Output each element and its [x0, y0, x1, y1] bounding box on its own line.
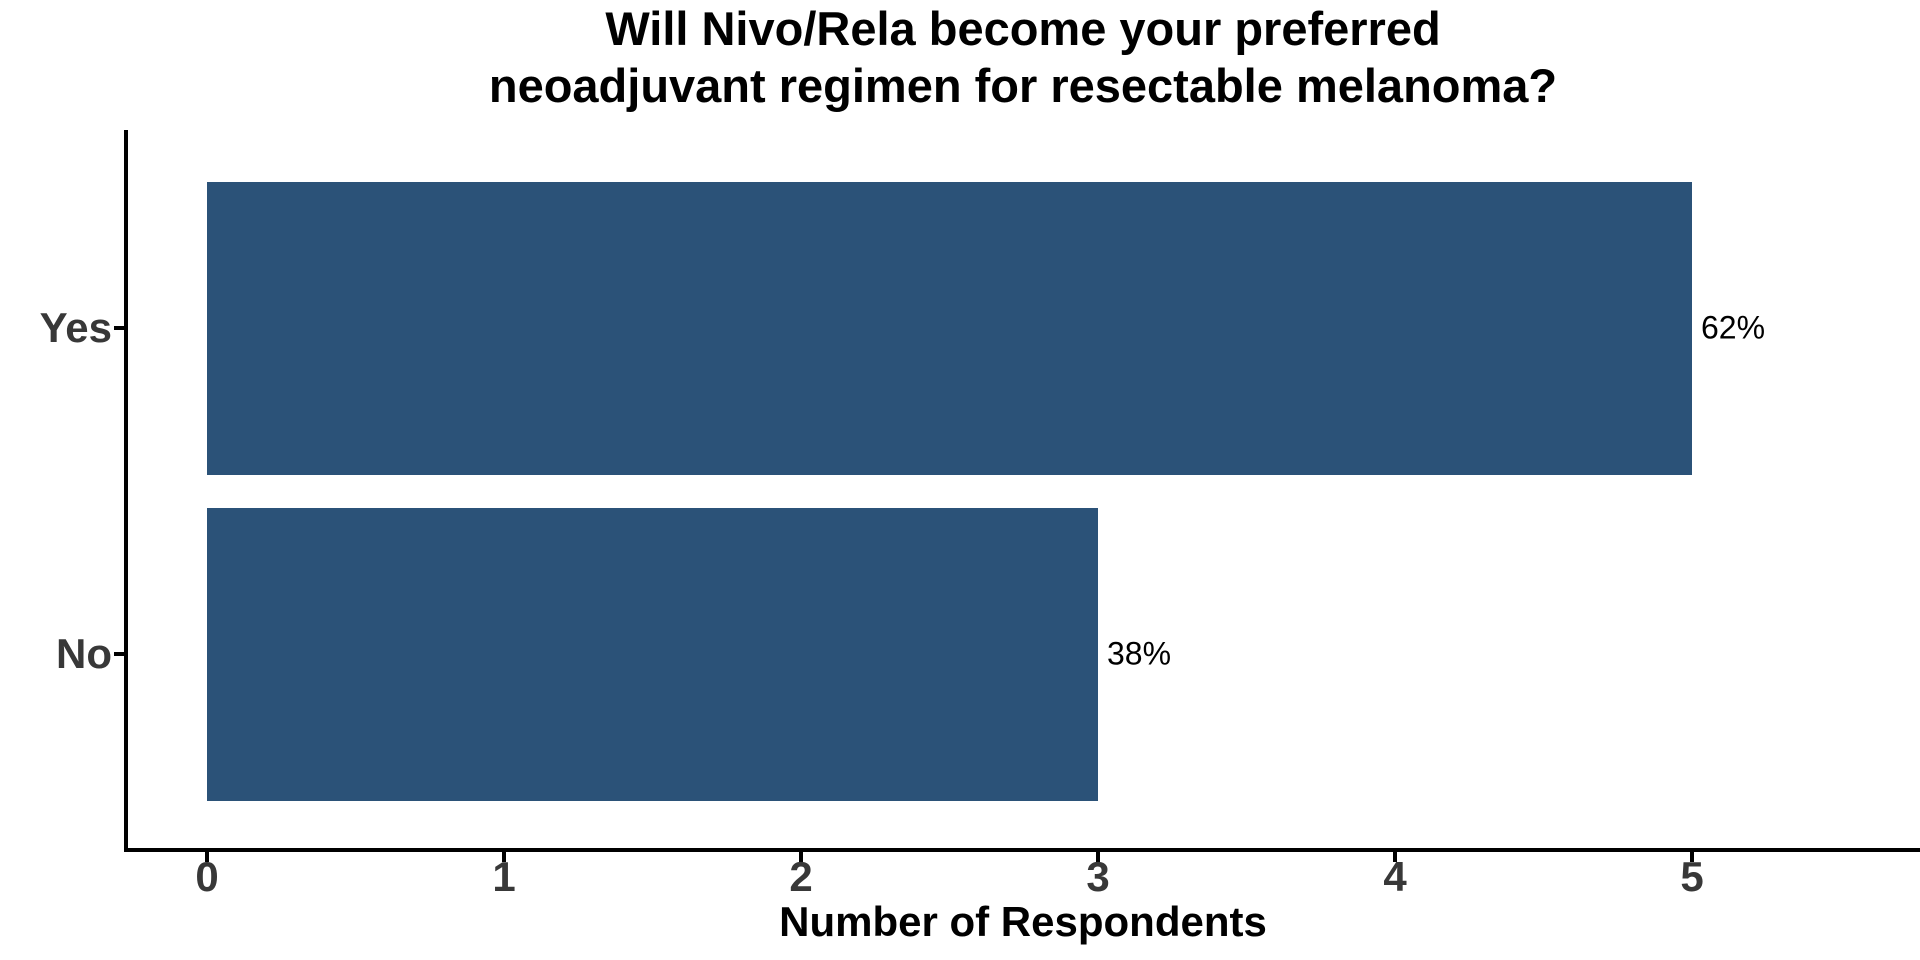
x-axis-line	[124, 848, 1920, 852]
x-axis-title: Number of Respondents	[779, 898, 1267, 945]
bar-no	[207, 507, 1098, 801]
y-axis-category-label-no: No	[56, 630, 112, 677]
y-axis-tick	[114, 652, 124, 656]
x-axis-tick-label: 5	[1680, 853, 1704, 900]
x-axis-tick-label: 4	[1383, 853, 1407, 900]
chart-title: Will Nivo/Rela become your preferred neo…	[126, 0, 1920, 114]
x-axis-tick	[1690, 852, 1694, 862]
x-axis-tick	[799, 852, 803, 862]
x-axis-tick-label: 0	[195, 853, 219, 900]
chart-title-line-1: Will Nivo/Rela become your preferred	[605, 2, 1441, 55]
x-axis-tick-label: 3	[1086, 853, 1110, 900]
y-axis-category-label-yes: Yes	[39, 304, 112, 351]
bar-value-label-no: 38%	[1107, 635, 1172, 672]
bar-yes	[207, 181, 1692, 475]
x-axis-tick-label: 2	[789, 853, 813, 900]
x-axis-tick	[1096, 852, 1100, 862]
y-axis-tick	[114, 326, 124, 330]
chart-title-line-2: neoadjuvant regimen for resectable melan…	[488, 59, 1558, 112]
x-axis-tick	[205, 852, 209, 862]
y-axis-line	[124, 130, 128, 852]
x-axis-tick	[502, 852, 506, 862]
x-axis-tick-label: 1	[492, 853, 516, 900]
bar-value-label-yes: 62%	[1701, 309, 1766, 346]
x-axis-tick	[1393, 852, 1397, 862]
